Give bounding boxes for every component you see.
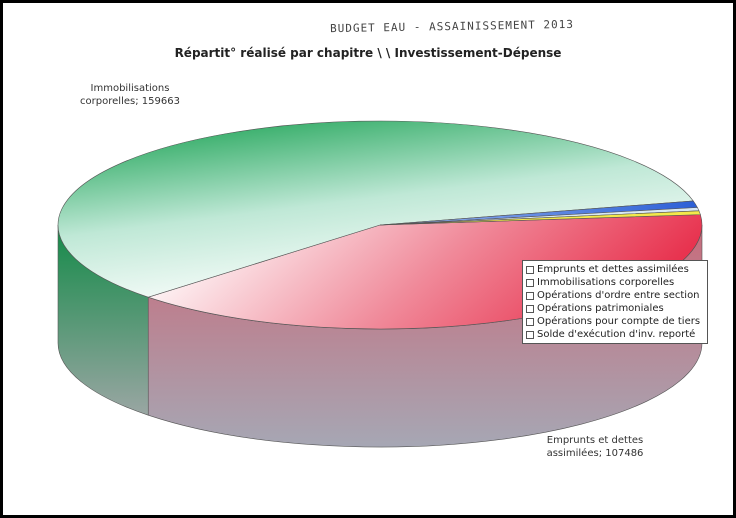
slice-operations-tiers: [379, 210, 701, 226]
legend-swatch: [526, 265, 534, 274]
legend-entry: Opérations patrimoniales: [526, 302, 704, 315]
legend-entry: Solde d'exécution d'inv. reporté: [526, 328, 704, 341]
data-label-emprunts: Emprunts et dettes assimilées; 107486: [546, 435, 644, 459]
legend-entry: Opérations pour compte de tiers: [526, 315, 704, 328]
legend-entry: Emprunts et dettes assimilées: [526, 263, 704, 276]
legend-entry: Immobilisations corporelles: [526, 276, 704, 289]
legend-swatch: [526, 278, 534, 287]
legend-swatch: [526, 330, 534, 339]
slice-immobilisations: [57, 120, 694, 298]
chart-title: Répartit° réalisé par chapitre \ \ Inves…: [174, 46, 562, 60]
legend-entry: Opérations d'ordre entre section: [526, 289, 704, 302]
legend-swatch: [526, 291, 534, 300]
legend-swatch: [526, 304, 534, 313]
chart-legend: Emprunts et dettes assimilées Immobilisa…: [522, 260, 708, 344]
legend-swatch: [526, 317, 534, 326]
data-label-immobilisations: Immobilisations corporelles; 159663: [80, 83, 180, 107]
